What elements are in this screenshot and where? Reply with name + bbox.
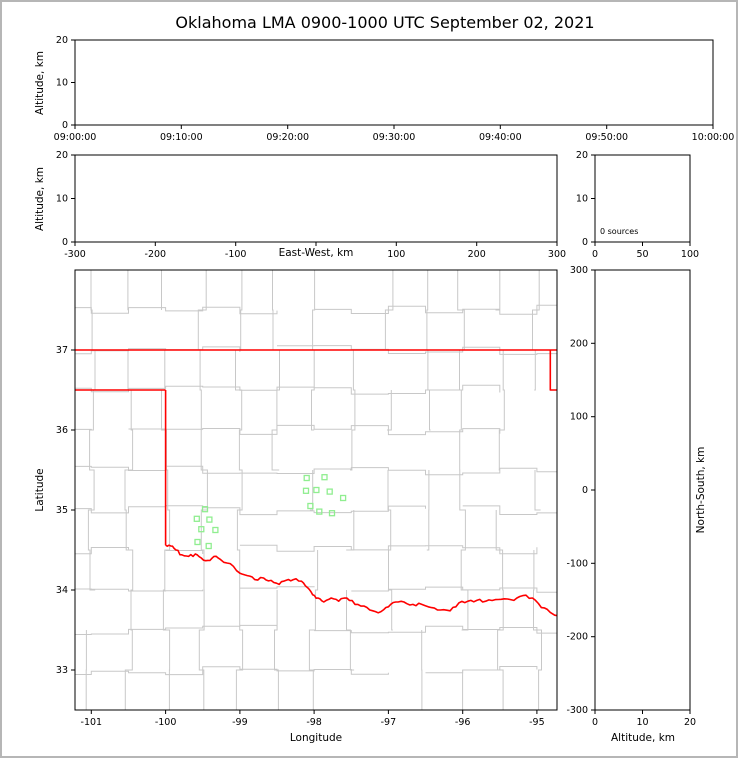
longitude-tick-label: -97 xyxy=(381,717,397,728)
time-height-ylabel: Altitude, km xyxy=(34,51,46,115)
time-tick-label: 10:00:00 xyxy=(692,132,735,143)
lma-station-marker xyxy=(303,474,310,482)
ew-tick-label: -300 xyxy=(64,249,86,260)
lma-station-marker xyxy=(316,508,323,515)
histogram-count-tick-label: 100 xyxy=(681,249,699,260)
lma-station-marker xyxy=(206,516,213,523)
altitude-tick-label: 20 xyxy=(576,150,588,161)
altitude-tick-label: 20 xyxy=(684,717,696,728)
altitude-tick-label: 10 xyxy=(576,194,588,205)
latitude-tick-label: 36 xyxy=(56,425,68,436)
red-river-southern-border xyxy=(165,544,558,617)
altitude-tick-label: 10 xyxy=(636,717,648,728)
longitude-tick-label: -95 xyxy=(529,717,545,728)
altitude-tick-label: 0 xyxy=(592,717,598,728)
lma-station-marker xyxy=(201,506,209,513)
time-tick-label: 09:00:00 xyxy=(54,132,97,143)
longitude-tick-label: -99 xyxy=(232,717,248,728)
longitude-tick-label: -100 xyxy=(155,717,177,728)
histogram-count-tick-label: 50 xyxy=(636,249,648,260)
ew-tick-label: 100 xyxy=(387,249,405,260)
ns-tick-label: 100 xyxy=(570,412,588,423)
ew-tick-label: 200 xyxy=(468,249,486,260)
time-tick-label: 09:20:00 xyxy=(266,132,309,143)
lma-station-marker xyxy=(326,488,333,495)
latitude-tick-label: 33 xyxy=(56,665,68,676)
lma-station-marker xyxy=(205,542,212,550)
ns-tick-label: -100 xyxy=(566,558,588,569)
ew-height-ylabel: Altitude, km xyxy=(34,167,46,231)
lma-station-marker xyxy=(194,538,201,546)
latitude-tick-label: 35 xyxy=(56,505,68,516)
county-boundary-lines xyxy=(75,270,558,711)
ew-tick-label: -100 xyxy=(225,249,247,260)
latitude-tick-label: 34 xyxy=(56,585,68,596)
ns-height-xlabel: Altitude, km xyxy=(611,732,675,744)
ns-tick-label: -200 xyxy=(566,632,588,643)
ns-tick-label: 300 xyxy=(570,265,588,276)
ns-height-panel xyxy=(594,269,691,711)
altitude-tick-label: 10 xyxy=(56,78,68,89)
ew-tick-label: -200 xyxy=(145,249,167,260)
lma-station-marker xyxy=(339,494,347,502)
altitude-tick-label: 0 xyxy=(62,120,68,131)
ew-tick-label: 300 xyxy=(548,249,566,260)
map-xlabel: Longitude xyxy=(290,732,342,744)
lma-station-marker xyxy=(321,474,328,481)
lma-station-marker xyxy=(313,486,320,494)
generated-plot-content: 09:00:00 09:10:00 09:20:00 09:30:00 09:40:00… xyxy=(54,35,735,728)
altitude-tick-label: 20 xyxy=(56,35,68,46)
ns-tick-label: 200 xyxy=(570,338,588,349)
lma-station-marker xyxy=(193,515,200,522)
altitude-tick-label: 0 xyxy=(582,237,588,248)
ns-tick-label: -300 xyxy=(566,705,588,716)
longitude-tick-label: -101 xyxy=(81,717,103,728)
ns-height-ylabel: North-South, km xyxy=(695,447,707,534)
altitude-tick-label: 10 xyxy=(56,194,68,205)
lma-station-marker xyxy=(198,526,205,533)
histogram-count-tick-label: 0 xyxy=(592,249,598,260)
lma-station-marker xyxy=(307,502,314,510)
time-tick-label: 09:10:00 xyxy=(160,132,203,143)
northeast-missouri-border xyxy=(549,350,557,391)
page-title: Oklahoma LMA 0900-1000 UTC September 02,… xyxy=(175,13,594,32)
latitude-tick-label: 37 xyxy=(56,345,68,356)
map-ylabel: Latitude xyxy=(34,468,46,511)
altitude-tick-label: 20 xyxy=(56,150,68,161)
ns-tick-label: 0 xyxy=(582,485,588,496)
time-tick-label: 09:40:00 xyxy=(479,132,522,143)
map-panel xyxy=(74,269,558,711)
lma-station-marker xyxy=(212,526,219,534)
lma-station-marker xyxy=(328,510,336,517)
longitude-tick-label: -98 xyxy=(306,717,322,728)
histogram-source-count-annotation: 0 sources xyxy=(600,227,638,236)
time-height-panel xyxy=(74,39,714,126)
longitude-tick-label: -96 xyxy=(455,717,471,728)
time-tick-label: 09:30:00 xyxy=(373,132,416,143)
time-tick-label: 09:50:00 xyxy=(585,132,628,143)
altitude-tick-label: 0 xyxy=(62,237,68,248)
ew-height-panel xyxy=(74,154,558,243)
lma-station-marker xyxy=(302,487,310,494)
ew-height-xlabel: East-West, km xyxy=(279,247,354,259)
